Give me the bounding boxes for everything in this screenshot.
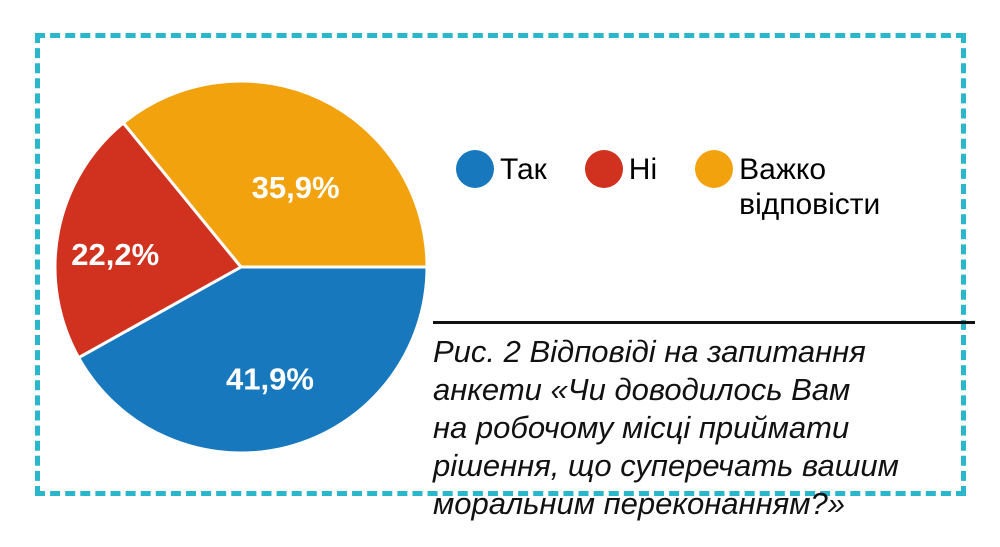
caption-line: моральним переконанням?» [433,486,845,521]
legend-label: Важко відповісти [739,153,881,221]
pie-slice-value-label: 22,2% [71,237,159,272]
caption-line: Рис. 2 Відповіді на запитання [433,334,866,369]
legend-swatch-circle-icon [695,150,734,188]
caption-line: рішення, що суперечать вашим [433,448,899,483]
legend-item-no: Ні [584,150,658,188]
legend-item-yes: Так [456,150,547,188]
legend-swatch-circle-icon [584,150,623,188]
selection-frame [35,33,966,496]
legend-swatch-circle-icon [456,150,494,188]
legend-item-hard-to-answer: Важко відповісти [695,150,909,222]
pie-slice-value-label: 35,9% [252,170,340,205]
caption-divider [433,321,975,324]
pie-slice-2 [121,79,429,269]
caption-line: анкети «Чи доводилось Вам [433,372,851,407]
pie-slice-0 [77,265,429,455]
figure-caption: Рис. 2 Відповіді на запитання анкети «Чи… [433,333,998,523]
chart-legend: Так Ні Важко відповісти [456,150,909,222]
caption-line: на робочому місці приймати [433,410,850,445]
pie-chart: 41,9% 22,2% 35,9% [53,79,429,455]
legend-label: Ні [628,153,658,186]
pie-slice-value-label: 41,9% [226,362,314,397]
legend-label: Так [500,153,547,186]
pie-slice-1 [53,121,243,360]
